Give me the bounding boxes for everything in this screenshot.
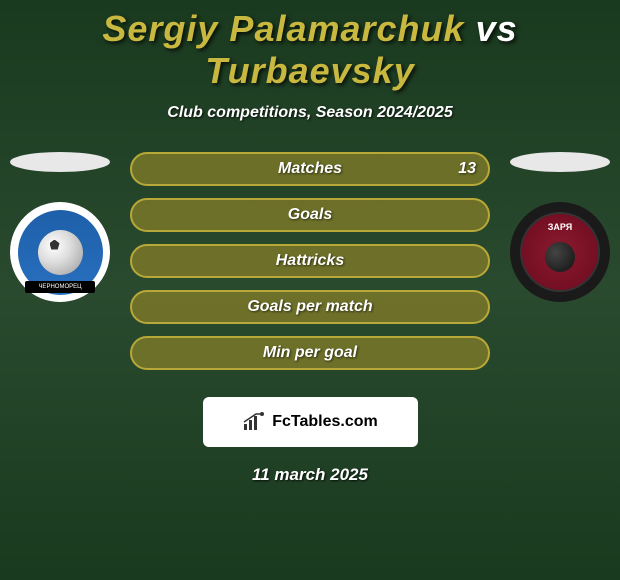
player1-name: Sergiy Palamarchuk: [102, 8, 464, 49]
vs-text: vs: [476, 8, 518, 49]
stat-label: Matches: [278, 160, 342, 178]
left-player-silhouette: [10, 152, 110, 172]
left-club-logo: ЧЕРНОМОРЕЦ: [10, 202, 110, 302]
stat-label: Goals per match: [247, 298, 372, 316]
stats-column: Matches 13 Goals Hattricks Goals per mat…: [110, 152, 510, 382]
stat-row-hattricks: Hattricks: [130, 244, 490, 278]
watermark-text: FcTables.com: [272, 413, 378, 431]
right-player-silhouette: [510, 152, 610, 172]
watermark: FcTables.com: [203, 397, 418, 447]
date: 11 march 2025: [0, 465, 620, 485]
stat-row-matches: Matches 13: [130, 152, 490, 186]
stat-label: Min per goal: [263, 344, 357, 362]
chart-icon: [242, 412, 266, 432]
left-club-ball-icon: [38, 230, 83, 275]
right-club-logo: ЗАРЯ: [510, 202, 610, 302]
right-player-column: ЗАРЯ: [510, 152, 610, 302]
stat-label: Hattricks: [276, 252, 344, 270]
stat-row-goals: Goals: [130, 198, 490, 232]
subtitle: Club competitions, Season 2024/2025: [0, 104, 620, 122]
comparison-title: Sergiy Palamarchuk vs Turbaevsky: [0, 0, 620, 92]
left-club-logo-inner: ЧЕРНОМОРЕЦ: [18, 210, 103, 295]
left-club-banner: ЧЕРНОМОРЕЦ: [25, 281, 95, 293]
comparison-area: ЧЕРНОМОРЕЦ Matches 13 Goals Hattricks Go…: [0, 152, 620, 382]
stat-row-min-per-goal: Min per goal: [130, 336, 490, 370]
stat-value: 13: [458, 160, 476, 178]
right-club-ball-icon: [545, 242, 575, 272]
stat-row-goals-per-match: Goals per match: [130, 290, 490, 324]
player2-name: Turbaevsky: [205, 50, 414, 91]
right-club-arc-text: ЗАРЯ: [548, 222, 572, 232]
left-player-column: ЧЕРНОМОРЕЦ: [10, 152, 110, 302]
stat-label: Goals: [288, 206, 332, 224]
right-club-logo-inner: ЗАРЯ: [520, 212, 600, 292]
